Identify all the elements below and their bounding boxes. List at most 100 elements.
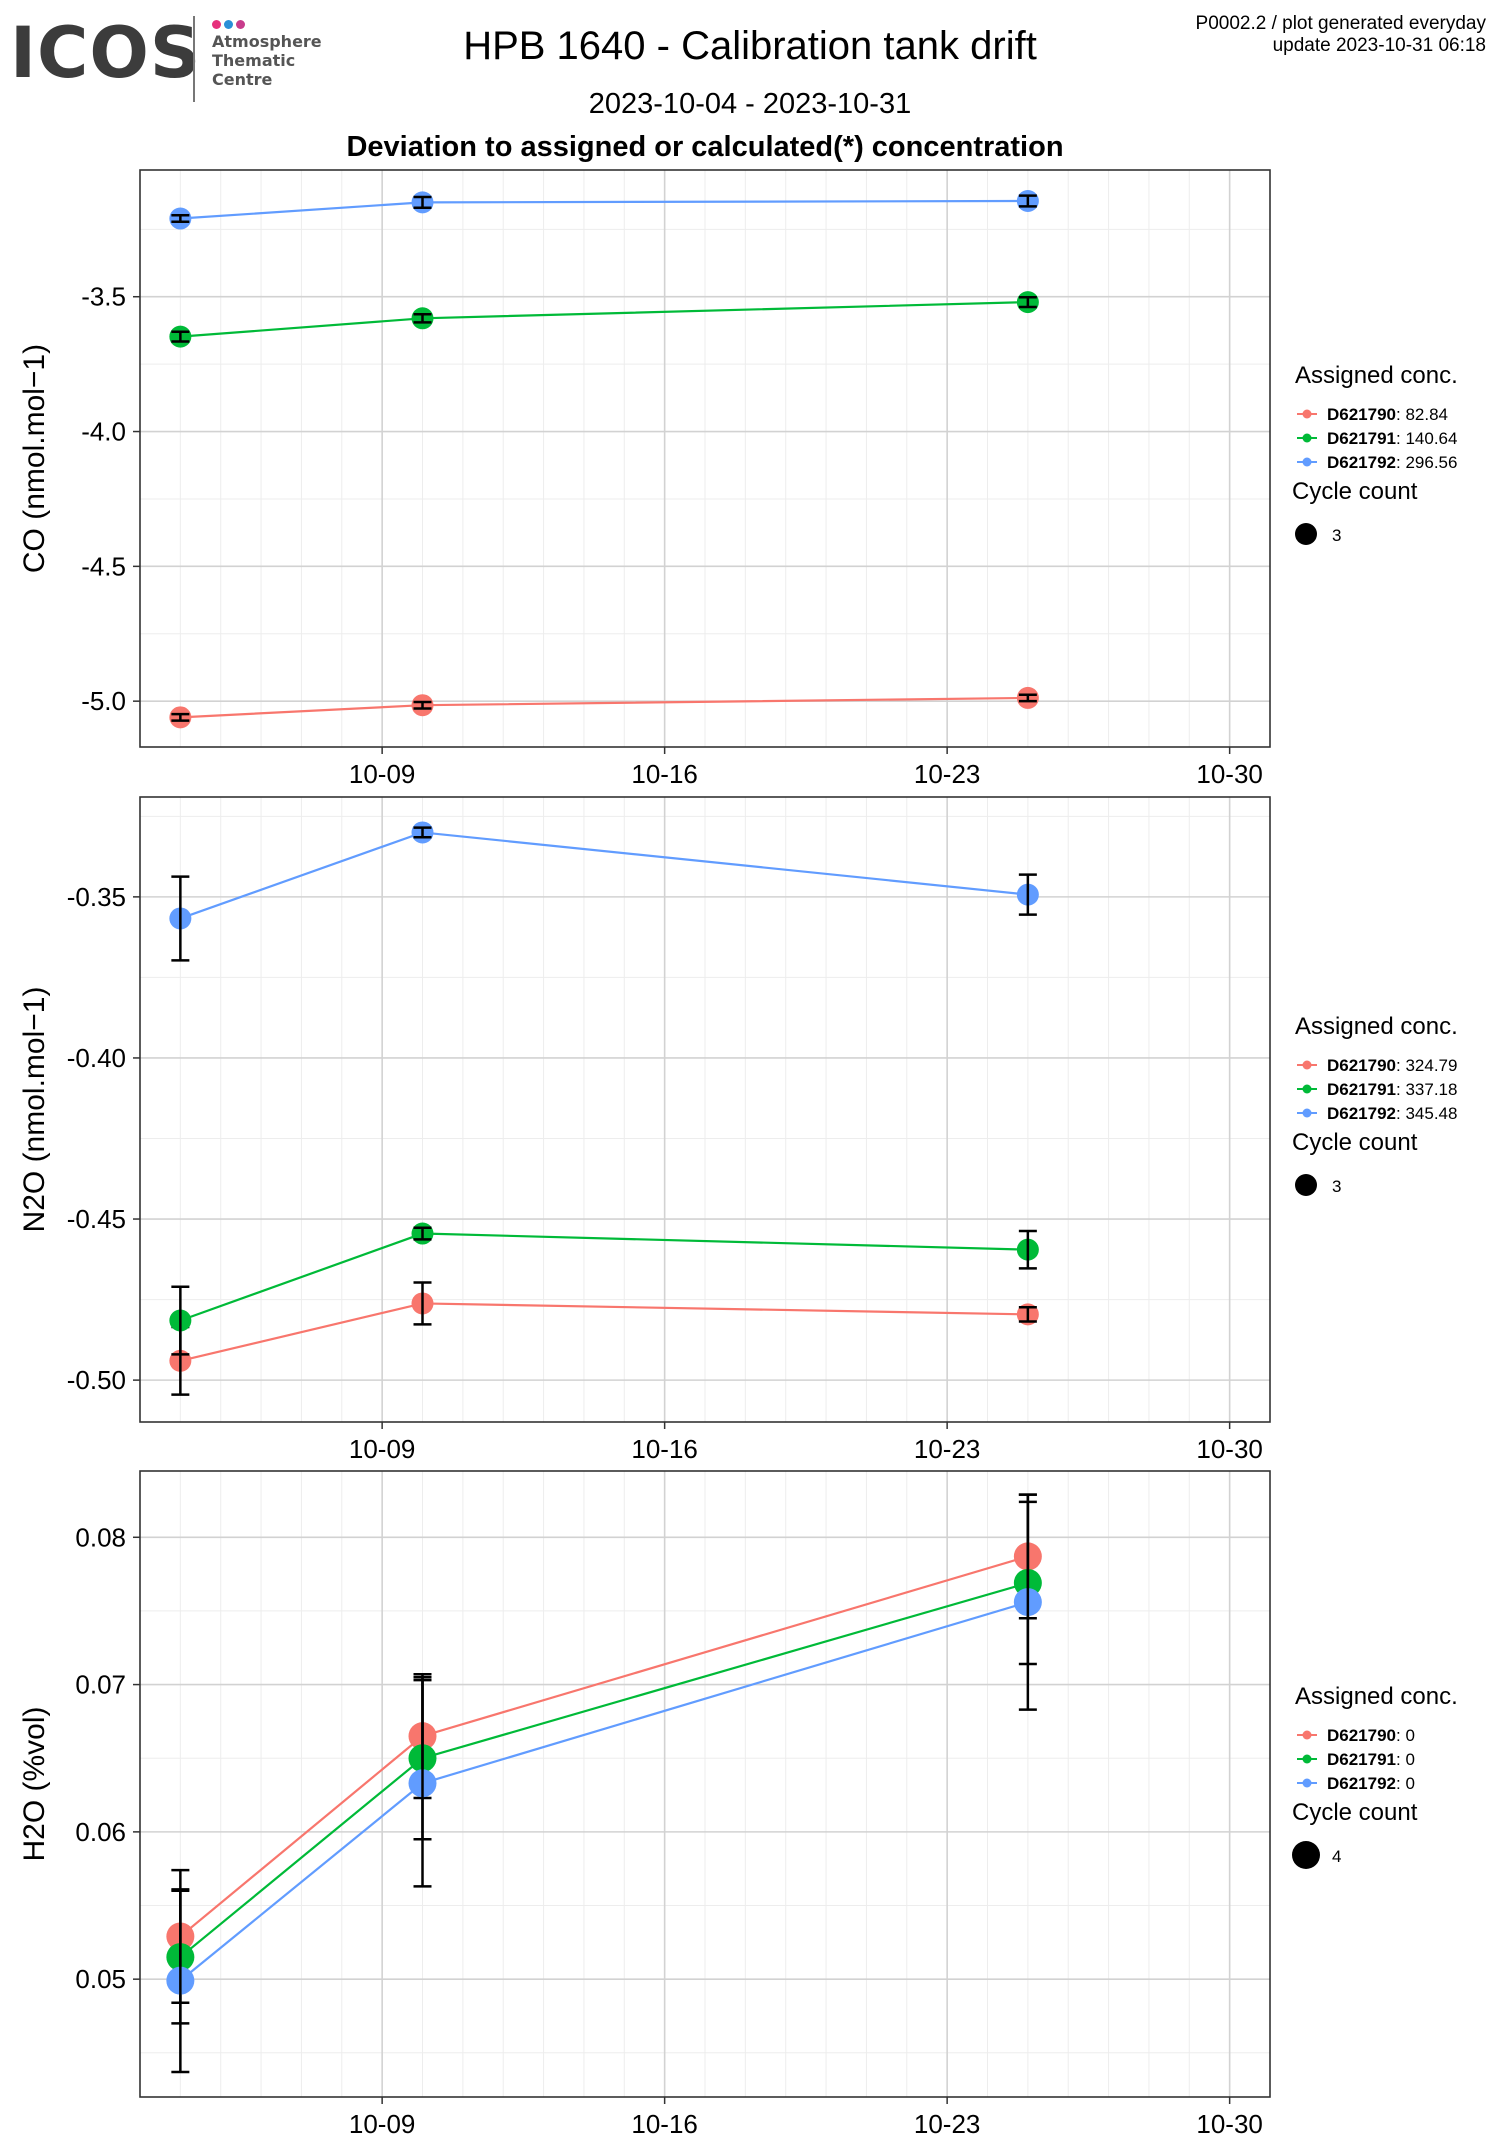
series-line (179, 1601, 1029, 1982)
series-D621790 (169, 1281, 1039, 1396)
legend-colon: : (1396, 453, 1405, 472)
y-tick-label: 0.05 (75, 1964, 126, 1994)
legend-entry: D621791: 0 (1327, 1750, 1415, 1769)
legend-series-name: D621790 (1327, 1726, 1396, 1745)
legend-series-name: D621792 (1327, 1774, 1396, 1793)
legend-assigned-value: 0 (1405, 1750, 1414, 1769)
legend-entry: D621790: 0 (1327, 1726, 1415, 1745)
chart-subtitle: Deviation to assigned or calculated(*) c… (346, 131, 1064, 163)
legend-colon: : (1396, 1750, 1405, 1769)
legend-title: Assigned conc. (1295, 362, 1458, 389)
legend-assigned-value: 0 (1405, 1726, 1414, 1745)
update-info: P0002.2 / plot generated everyday update… (1196, 13, 1486, 57)
panel-border (139, 1470, 1271, 2098)
x-tick-label: 10-23 (914, 1434, 981, 1464)
x-tick-label: 10-09 (349, 2109, 416, 2139)
legend-assigned-value: 345.48 (1405, 1104, 1457, 1123)
logo-dot (236, 20, 245, 29)
panel-border (139, 169, 1271, 748)
chart-panel-2: 10-09 10-16 10-23 10-30 -0.35 -0.40 -0.45 -0.50… (18, 796, 1458, 1464)
logo-subtitle: Atmosphere Thematic Centre (212, 32, 322, 89)
logo-dot (224, 20, 233, 29)
legend-key-dot (1302, 1084, 1312, 1094)
x-tick-label: 10-16 (631, 759, 698, 789)
legend-key-dot (1302, 457, 1312, 467)
x-tick-label: 10-30 (1196, 759, 1263, 789)
x-tick-label: 10-09 (349, 1434, 416, 1464)
chart-panel-3: 10-09 10-16 10-23 10-30 0.08 0.07 0.06 0.05 H2O … (18, 1470, 1458, 2139)
y-tick-label: -4.0 (81, 417, 126, 447)
legend: Assigned conc. D621790: 82.84 D621791: 140… (1292, 362, 1458, 545)
x-tick-label: 10-09 (349, 759, 416, 789)
y-tick-label: -0.45 (67, 1204, 126, 1234)
legend-key-dot (1302, 433, 1312, 443)
series-D621791 (166, 1500, 1042, 2025)
legend-series-name: D621792 (1327, 1104, 1396, 1123)
legend-size-dot (1295, 1174, 1317, 1196)
update-info-line1: P0002.2 / plot generated everyday (1195, 13, 1486, 34)
series-line (180, 1302, 1028, 1362)
legend-size-dot (1295, 523, 1317, 545)
legend-colon: : (1396, 429, 1405, 448)
legend-key-dot (1302, 1778, 1312, 1788)
legend-entry: D621791: 337.18 (1327, 1080, 1457, 1099)
series-D621791 (169, 291, 1039, 348)
y-tick-label: 0.06 (75, 1817, 126, 1847)
icos-logo: ICOS (10, 12, 202, 94)
legend-colon: : (1396, 1104, 1405, 1123)
y-tick-label: 0.08 (75, 1522, 126, 1552)
legend-key-dot (1302, 1730, 1312, 1740)
y-tick-label: -5.0 (81, 686, 126, 716)
legend-colon: : (1396, 1056, 1405, 1075)
legend-size-value: 3 (1332, 1177, 1341, 1196)
legend-size-title: Cycle count (1292, 1799, 1418, 1826)
x-tick-label: 10-23 (914, 2109, 981, 2139)
update-info-line2: update 2023-10-31 06:18 (1272, 35, 1486, 56)
panel-border (139, 796, 1271, 1423)
y-tick-label: -0.35 (67, 882, 126, 912)
logo-divider (193, 16, 195, 102)
y-axis-label: H2O (%vol) (18, 1706, 51, 1861)
series-D621790 (166, 1493, 1042, 2004)
date-range: 2023-10-04 - 2023-10-31 (588, 88, 912, 120)
legend-entry: D621790: 82.84 (1327, 405, 1448, 424)
x-tick-label: 10-16 (631, 2109, 698, 2139)
header: ICOS Atmosphere Thematic Centre HPB 1640… (0, 0, 1500, 170)
legend-assigned-value: 0 (1405, 1774, 1414, 1793)
legend-series-name: D621791 (1327, 1080, 1396, 1099)
y-axis-label: N2O (nmol.mol−1) (18, 987, 51, 1233)
legend-assigned-value: 140.64 (1405, 429, 1457, 448)
x-tick-label: 10-30 (1196, 2109, 1263, 2139)
legend-series-name: D621792 (1327, 453, 1396, 472)
x-tick-label: 10-30 (1196, 1434, 1263, 1464)
y-tick-label: -4.5 (81, 551, 126, 581)
legend-key-dot (1302, 409, 1312, 419)
logo-dot (212, 20, 221, 29)
x-tick-label: 10-23 (914, 759, 981, 789)
legend-colon: : (1396, 1080, 1405, 1099)
legend-colon: : (1396, 1726, 1405, 1745)
page-title: HPB 1640 - Calibration tank drift (463, 24, 1037, 68)
legend-series-name: D621790 (1327, 1056, 1396, 1075)
legend-entry: D621791: 140.64 (1327, 429, 1457, 448)
legend-key-dot (1302, 1060, 1312, 1070)
legend-colon: : (1396, 405, 1405, 424)
x-tick-label: 10-16 (631, 1434, 698, 1464)
legend-entry: D621790: 324.79 (1327, 1056, 1457, 1075)
y-tick-label: -0.40 (67, 1043, 126, 1073)
legend-size-dot (1292, 1841, 1320, 1869)
series-D621792 (169, 821, 1039, 962)
series-D621792 (166, 1493, 1042, 2074)
legend-entry: D621792: 0 (1327, 1774, 1415, 1793)
y-tick-label: -0.50 (67, 1365, 126, 1395)
legend-series-name: D621791 (1327, 429, 1396, 448)
legend-series-name: D621790 (1327, 405, 1396, 424)
legend-key-dot (1302, 1108, 1312, 1118)
legend-assigned-value: 337.18 (1405, 1080, 1457, 1099)
series-line (179, 1555, 1029, 1938)
legend-colon: : (1396, 1774, 1405, 1793)
legend-assigned-value: 82.84 (1405, 405, 1448, 424)
